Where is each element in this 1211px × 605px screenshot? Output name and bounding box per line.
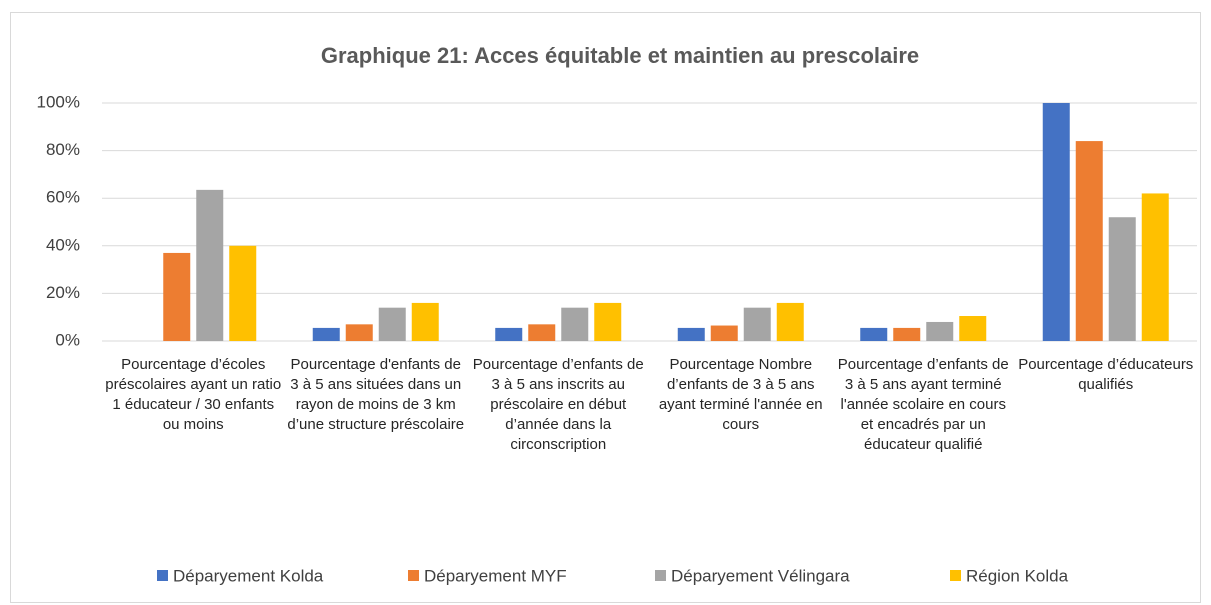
bar bbox=[312, 327, 340, 341]
chart-title: Graphique 21: Acces équitable et maintie… bbox=[321, 43, 919, 68]
legend-swatch bbox=[655, 570, 666, 581]
bar bbox=[743, 307, 771, 341]
bar bbox=[1141, 193, 1169, 341]
y-tick-label: 0% bbox=[55, 330, 80, 349]
y-tick-label: 20% bbox=[46, 283, 80, 302]
bar bbox=[959, 316, 987, 341]
y-tick-label: 40% bbox=[46, 235, 80, 254]
bar bbox=[495, 327, 523, 341]
y-tick-label: 100% bbox=[37, 92, 80, 111]
bar bbox=[860, 327, 888, 341]
legend-label: Déparyement Kolda bbox=[173, 566, 324, 585]
bar bbox=[196, 189, 224, 341]
bar bbox=[528, 324, 556, 341]
bar bbox=[561, 307, 589, 341]
bar bbox=[345, 324, 373, 341]
legend-label: Déparyement MYF bbox=[424, 566, 567, 585]
bar bbox=[378, 307, 406, 341]
y-tick-label: 80% bbox=[46, 140, 80, 159]
legend-swatch bbox=[950, 570, 961, 581]
bar bbox=[594, 302, 622, 341]
x-tick-label: Pourcentage d’enfants de 3 à 5 ans inscr… bbox=[472, 356, 644, 453]
x-tick-label: Pourcentage d’enfants de 3 à 5 ans ayant… bbox=[837, 356, 1009, 453]
legend-swatch bbox=[408, 570, 419, 581]
bar bbox=[893, 327, 921, 341]
y-tick-label: 60% bbox=[46, 188, 80, 207]
bar bbox=[926, 321, 954, 341]
bar bbox=[411, 302, 439, 341]
chart-border bbox=[10, 12, 1201, 603]
bar bbox=[163, 252, 191, 341]
x-tick-label: Pourcentage d’écoles préscolaires ayant … bbox=[105, 356, 282, 433]
bar bbox=[677, 327, 705, 341]
legend-swatch bbox=[157, 570, 168, 581]
x-tick-label: Pourcentage d'enfants de 3 à 5 ans situé… bbox=[287, 356, 465, 433]
x-tick-label: Pourcentage Nombre d’enfants de 3 à 5 an… bbox=[658, 356, 823, 433]
legend-label: Déparyement Vélingara bbox=[671, 566, 850, 585]
bar bbox=[710, 325, 738, 341]
bar bbox=[229, 245, 257, 341]
bar bbox=[776, 302, 804, 341]
x-tick-label: Pourcentage d’éducateurs qualifiés bbox=[1018, 356, 1194, 393]
bar bbox=[1108, 217, 1136, 341]
legend-label: Région Kolda bbox=[966, 566, 1069, 585]
bar bbox=[1042, 103, 1070, 341]
bar bbox=[1075, 141, 1103, 341]
